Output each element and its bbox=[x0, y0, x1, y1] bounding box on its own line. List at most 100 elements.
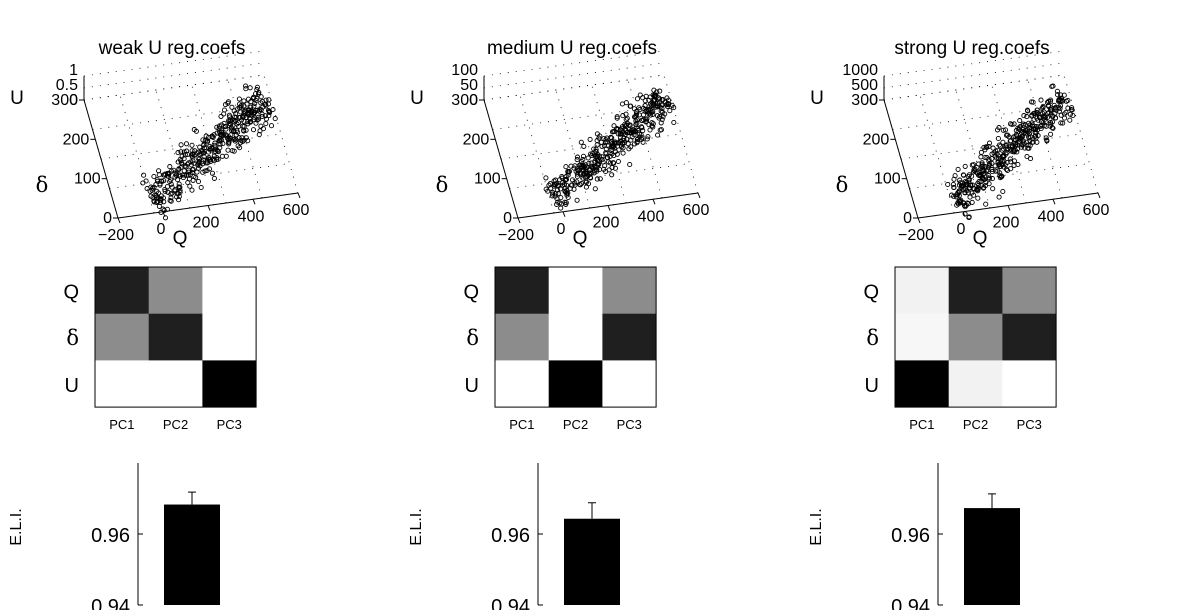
scatter-point bbox=[647, 127, 653, 133]
scatter-point bbox=[1024, 114, 1030, 120]
scatter-point bbox=[597, 133, 603, 139]
bar bbox=[964, 508, 1020, 605]
x-tick-mark bbox=[562, 211, 566, 217]
scatter-point bbox=[614, 126, 620, 132]
scatter-point bbox=[1045, 98, 1052, 104]
z-axis-label: U bbox=[410, 88, 424, 109]
scatter-point bbox=[237, 114, 243, 121]
scatter-point bbox=[219, 137, 225, 143]
scatter-point bbox=[1003, 144, 1009, 150]
scatter-point bbox=[225, 147, 231, 153]
scatter-point bbox=[614, 115, 620, 121]
scatter-point bbox=[1041, 109, 1047, 115]
scatter-point bbox=[597, 176, 603, 182]
scatter-point bbox=[614, 114, 620, 120]
heatmap-column-label: PC2 bbox=[563, 417, 588, 432]
scatter-point bbox=[636, 112, 642, 118]
scatter-point bbox=[229, 104, 235, 110]
scatter-point bbox=[612, 140, 618, 146]
scatter-point bbox=[1050, 83, 1056, 89]
scatter-point bbox=[577, 182, 583, 188]
grid-line bbox=[1063, 74, 1099, 194]
scatter-point bbox=[635, 126, 641, 132]
scatter-point bbox=[168, 195, 174, 201]
scatter-point bbox=[221, 107, 228, 113]
heatmap-cell bbox=[95, 313, 149, 361]
scatter-point bbox=[617, 131, 623, 137]
scatter-point bbox=[1007, 146, 1014, 152]
scatter-point bbox=[584, 174, 590, 180]
scatter-point bbox=[565, 190, 571, 196]
scatter-point bbox=[615, 131, 621, 137]
scatter-point bbox=[603, 168, 609, 175]
scatter-point bbox=[546, 182, 552, 188]
scatter-point bbox=[1063, 109, 1069, 115]
scatter-point bbox=[974, 170, 981, 176]
scatter-point bbox=[1015, 136, 1021, 142]
x-tick-label: 400 bbox=[238, 208, 265, 225]
heatmap-frame bbox=[494, 266, 657, 408]
scatter-point bbox=[1032, 134, 1038, 140]
y-axis-label: E.L.I. bbox=[8, 508, 25, 545]
scatter-point bbox=[144, 186, 150, 192]
scatter-point bbox=[1036, 114, 1043, 120]
scatter-point bbox=[243, 127, 249, 133]
scatter-point bbox=[201, 150, 207, 156]
heatmap-row-label: U bbox=[65, 375, 79, 397]
scatter-point bbox=[247, 85, 253, 91]
scatter-point bbox=[640, 128, 646, 134]
scatter-point bbox=[574, 157, 580, 163]
scatter-point bbox=[565, 169, 571, 175]
scatter-point bbox=[564, 187, 570, 194]
scatter-point bbox=[979, 161, 985, 167]
scatter-point bbox=[619, 101, 625, 107]
scatter-point bbox=[237, 145, 243, 151]
scatter-point bbox=[212, 148, 219, 155]
z-tick-label: 500 bbox=[851, 77, 878, 94]
scatter-point bbox=[238, 137, 244, 144]
x-tick-mark bbox=[117, 217, 121, 224]
scatter-point bbox=[254, 84, 260, 90]
scatter-point bbox=[993, 148, 999, 154]
scatter-point bbox=[992, 163, 998, 169]
scatter-point bbox=[655, 101, 661, 107]
grid-line bbox=[109, 163, 290, 189]
scatter-point bbox=[1065, 105, 1071, 111]
scatter-point bbox=[1004, 159, 1010, 166]
scatter-point bbox=[587, 136, 593, 142]
scatter-point bbox=[563, 182, 570, 188]
heatmap-column-label: PC3 bbox=[217, 417, 242, 432]
scatter-point bbox=[156, 168, 162, 174]
y-tick-label: 100 bbox=[474, 171, 501, 188]
y-tick-label: 0.94 bbox=[891, 596, 930, 610]
scatter-point bbox=[633, 111, 640, 117]
scatter-point bbox=[563, 176, 569, 183]
scatter-point bbox=[171, 167, 177, 173]
x-tick-label: −200 bbox=[498, 227, 534, 244]
scatter-point bbox=[986, 140, 993, 146]
scatter-point bbox=[258, 94, 264, 100]
scatter-point bbox=[1046, 110, 1052, 116]
heatmap-frame bbox=[94, 266, 257, 408]
scatter-point bbox=[601, 143, 607, 149]
scatter-point bbox=[219, 153, 225, 159]
grid-line bbox=[663, 74, 699, 194]
scatter-point bbox=[233, 137, 239, 143]
scatter-point bbox=[1070, 112, 1076, 119]
scatter-point bbox=[202, 138, 208, 144]
y-tick-label: 0.94 bbox=[91, 596, 130, 610]
scatter-point bbox=[177, 184, 183, 190]
scatter-point bbox=[543, 186, 549, 192]
scatter-point bbox=[169, 184, 175, 190]
loading-heatmap: Qδ U PC1 PC2 PC3 bbox=[863, 266, 1057, 432]
scatter-point bbox=[233, 118, 239, 124]
scatter-point bbox=[640, 116, 646, 123]
y-axis-label: E.L.I. bbox=[808, 508, 825, 545]
heatmap-row-label: δ bbox=[66, 326, 79, 350]
scatter-point bbox=[986, 158, 992, 164]
scatter-point bbox=[594, 142, 600, 148]
x-tick-mark bbox=[252, 199, 256, 205]
